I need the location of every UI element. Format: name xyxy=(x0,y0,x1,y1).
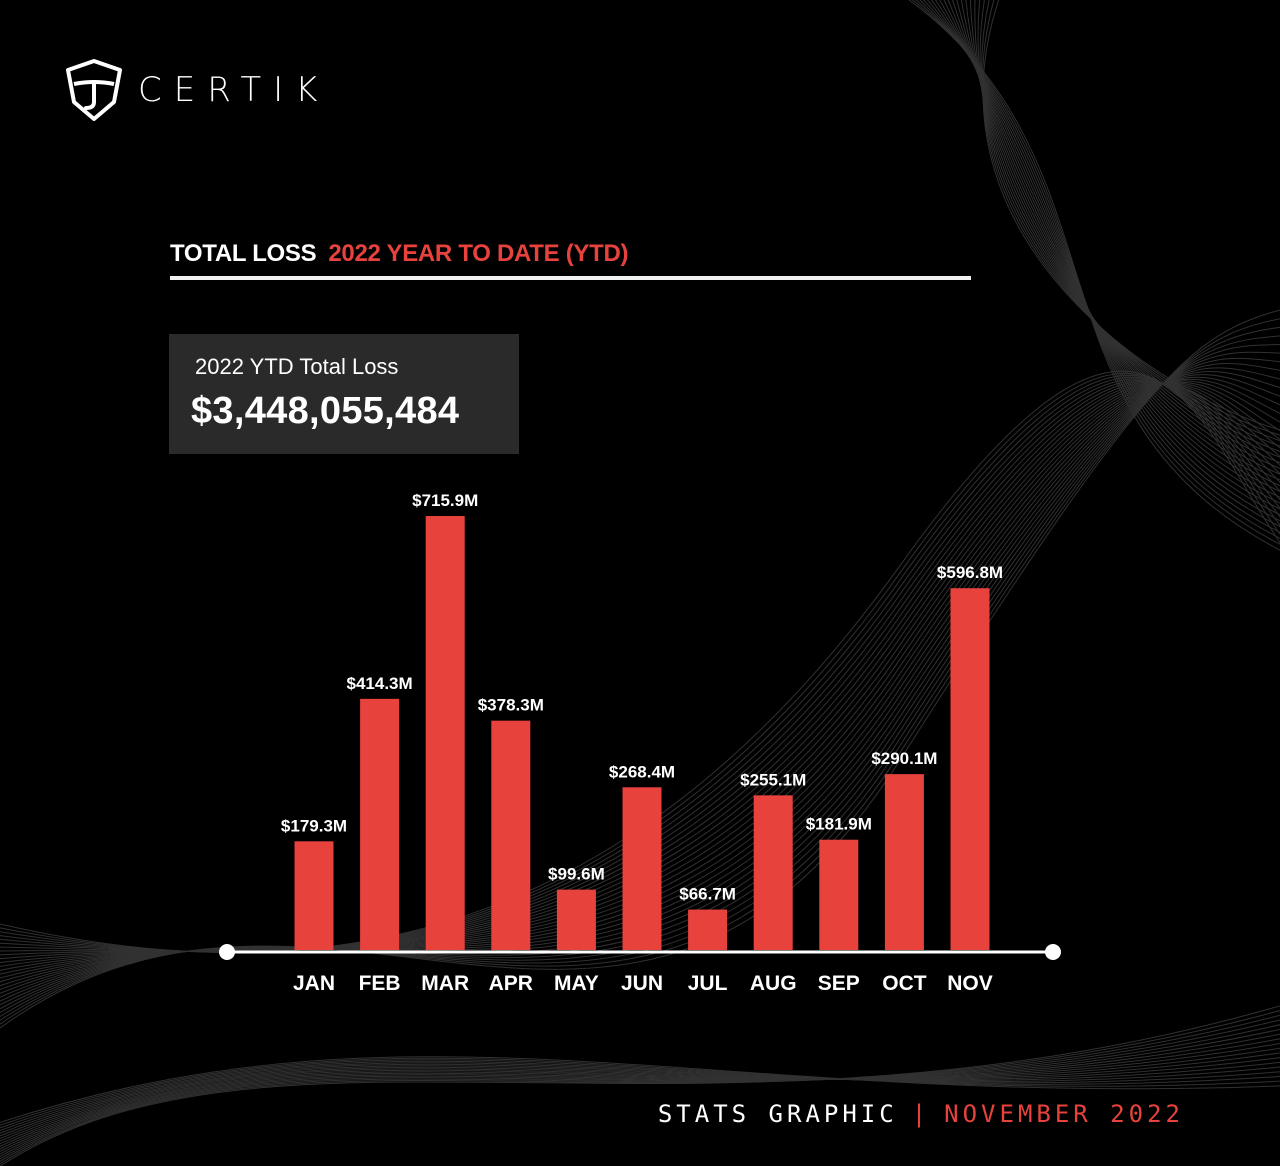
x-axis-start-dot xyxy=(219,944,235,960)
footer-date: NOVEMBER 2022 xyxy=(944,1100,1184,1128)
bar-jun xyxy=(622,787,662,950)
value-label-nov: $596.8M xyxy=(937,563,1003,582)
value-label-sep: $181.9M xyxy=(806,815,872,834)
bar-mar xyxy=(425,516,465,950)
bar-aug xyxy=(753,795,793,950)
value-label-jun: $268.4M xyxy=(609,762,675,781)
bar-oct xyxy=(884,774,924,950)
value-label-mar: $715.9M xyxy=(412,491,478,510)
certik-logo: CERTIK xyxy=(64,58,329,122)
value-label-oct: $290.1M xyxy=(871,749,937,768)
bar-may xyxy=(556,889,596,950)
ytd-total-value: $3,448,055,484 xyxy=(191,390,460,432)
title-highlight: 2022 YEAR TO DATE (YTD) xyxy=(328,240,629,267)
footer-separator: | xyxy=(911,1100,931,1128)
tick-label-jun: JUN xyxy=(621,972,663,995)
value-label-apr: $378.3M xyxy=(478,696,544,715)
footer-label: STATS GRAPHIC xyxy=(657,1100,898,1128)
bar-nov xyxy=(950,588,990,950)
value-label-may: $99.6M xyxy=(548,865,605,884)
bar-jul xyxy=(688,909,728,950)
certik-shield-icon xyxy=(66,59,122,121)
tick-label-may: MAY xyxy=(554,972,599,995)
bar-apr xyxy=(491,720,531,950)
title-underline xyxy=(170,276,971,280)
tick-label-aug: AUG xyxy=(750,972,797,995)
tick-label-nov: NOV xyxy=(947,972,993,995)
tick-label-jul: JUL xyxy=(688,972,728,995)
tick-label-apr: APR xyxy=(489,972,533,995)
chart-title: TOTAL LOSS 2022 YEAR TO DATE (YTD) xyxy=(170,240,629,268)
value-label-jul: $66.7M xyxy=(679,885,736,904)
ytd-total-label: 2022 YTD Total Loss xyxy=(195,354,399,379)
value-label-feb: $414.3M xyxy=(347,674,413,693)
ytd-total-card: 2022 YTD Total Loss $3,448,055,484 xyxy=(169,334,519,454)
tick-label-feb: FEB xyxy=(359,972,401,995)
bar-sep xyxy=(819,839,859,950)
brand-name: CERTIK xyxy=(138,70,330,110)
footer-caption: STATS GRAPHIC | NOVEMBER 2022 xyxy=(658,1100,1184,1128)
bar-feb xyxy=(360,698,400,950)
bar-jan xyxy=(294,841,334,950)
tick-label-jan: JAN xyxy=(293,972,335,995)
tick-label-sep: SEP xyxy=(818,972,860,995)
title-main: TOTAL LOSS xyxy=(170,240,317,267)
value-label-aug: $255.1M xyxy=(740,770,806,789)
tick-label-oct: OCT xyxy=(882,972,927,995)
x-axis-end-dot xyxy=(1045,944,1061,960)
tick-label-mar: MAR xyxy=(421,972,469,995)
value-label-jan: $179.3M xyxy=(281,816,347,835)
